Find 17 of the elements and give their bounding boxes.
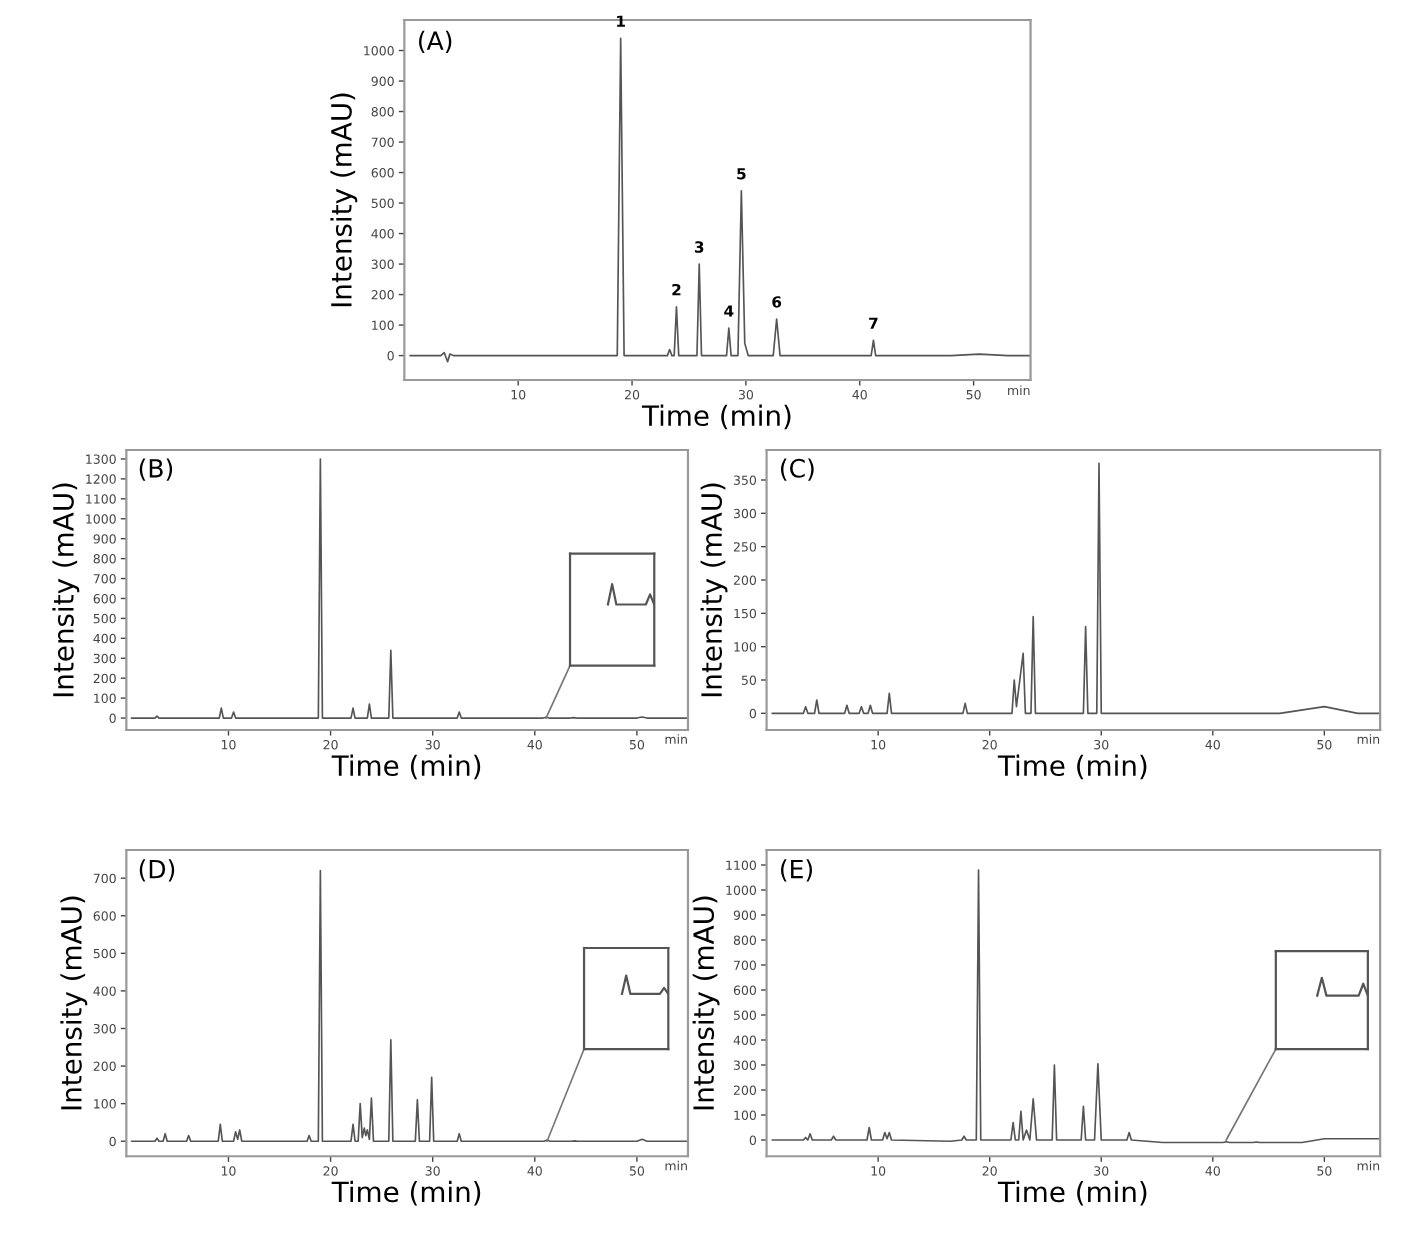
x-axis-title: Time (min) [997, 754, 1147, 780]
line-series [771, 462, 1381, 715]
chart-title: (D) [139, 859, 175, 882]
y-axis-title: Intensity (mAU) [700, 483, 728, 697]
y-axis-title: Intensity (mAU) [692, 896, 720, 1110]
chart-title: (E) [781, 859, 813, 882]
x-axis-title: Time (min) [997, 1180, 1147, 1206]
chart-title: (A) [419, 30, 452, 54]
line-series [130, 458, 688, 719]
y-axis-title: Intensity (mAU) [60, 896, 88, 1110]
x-axis-title: Time (min) [641, 404, 791, 430]
chart-title: (B) [139, 458, 173, 481]
y-axis-title: Intensity (mAU) [52, 483, 80, 697]
y-axis-title: Intensity (mAU) [330, 93, 358, 307]
x-axis-title: Time (min) [331, 1180, 481, 1206]
chart-title: (C) [781, 458, 814, 481]
x-axis-title: Time (min) [331, 754, 481, 780]
